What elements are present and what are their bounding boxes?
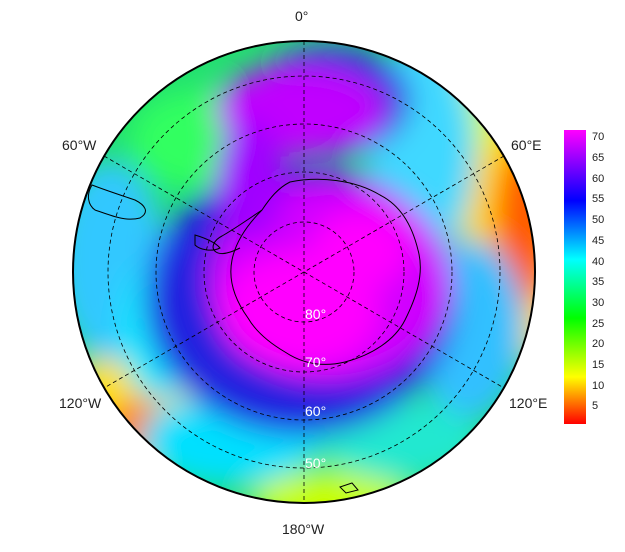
colorbar-tick-label: 65 bbox=[592, 151, 605, 164]
colorbar-tick-label: 45 bbox=[592, 234, 605, 247]
meridian-60e-120w bbox=[103, 155, 505, 389]
lon-label-180w: 180°W bbox=[282, 521, 325, 537]
colorbar-tick-label: 10 bbox=[592, 379, 605, 392]
antarctica-coast bbox=[230, 178, 421, 365]
colorbar-tick-label: 60 bbox=[592, 172, 605, 185]
colorbar-tick-label: 55 bbox=[592, 193, 605, 206]
colorbar-gradient bbox=[564, 130, 586, 424]
lat-label-50: 50° bbox=[305, 455, 327, 471]
colorbar bbox=[564, 130, 586, 424]
south-america-tip bbox=[87, 184, 146, 220]
coastlines bbox=[87, 178, 421, 494]
island-shelf bbox=[194, 234, 221, 251]
colorbar-tick-label: 50 bbox=[592, 214, 605, 227]
sub-antarctic-island bbox=[339, 482, 359, 494]
colorbar-tick-label: 20 bbox=[592, 338, 605, 351]
lat-label-60: 60° bbox=[305, 403, 327, 419]
colorbar-tick-label: 70 bbox=[592, 131, 605, 144]
colorbar-tick-label: 15 bbox=[592, 359, 605, 372]
lon-label-0: 0° bbox=[295, 8, 309, 24]
lon-label-60e: 60°E bbox=[511, 137, 542, 153]
map-boundary bbox=[72, 40, 536, 504]
data-field bbox=[73, 41, 535, 503]
colorbar-tick-label: 40 bbox=[592, 255, 605, 268]
colorbar-tick-label: 30 bbox=[592, 296, 605, 309]
lat-label-80: 80° bbox=[305, 306, 327, 322]
colorbar-tick-label: 35 bbox=[592, 276, 605, 289]
colorbar-tick-label: 25 bbox=[592, 317, 605, 330]
lat-label-70: 70° bbox=[305, 354, 327, 370]
antarctic-peninsula bbox=[212, 209, 263, 255]
graticule bbox=[103, 41, 505, 503]
colorbar-tick-label: 5 bbox=[592, 400, 599, 413]
lon-label-60w: 60°W bbox=[62, 137, 97, 153]
lon-label-120e: 120°E bbox=[509, 395, 548, 411]
latitude-circle-50 bbox=[107, 75, 501, 469]
lon-label-120w: 120°W bbox=[59, 395, 102, 411]
